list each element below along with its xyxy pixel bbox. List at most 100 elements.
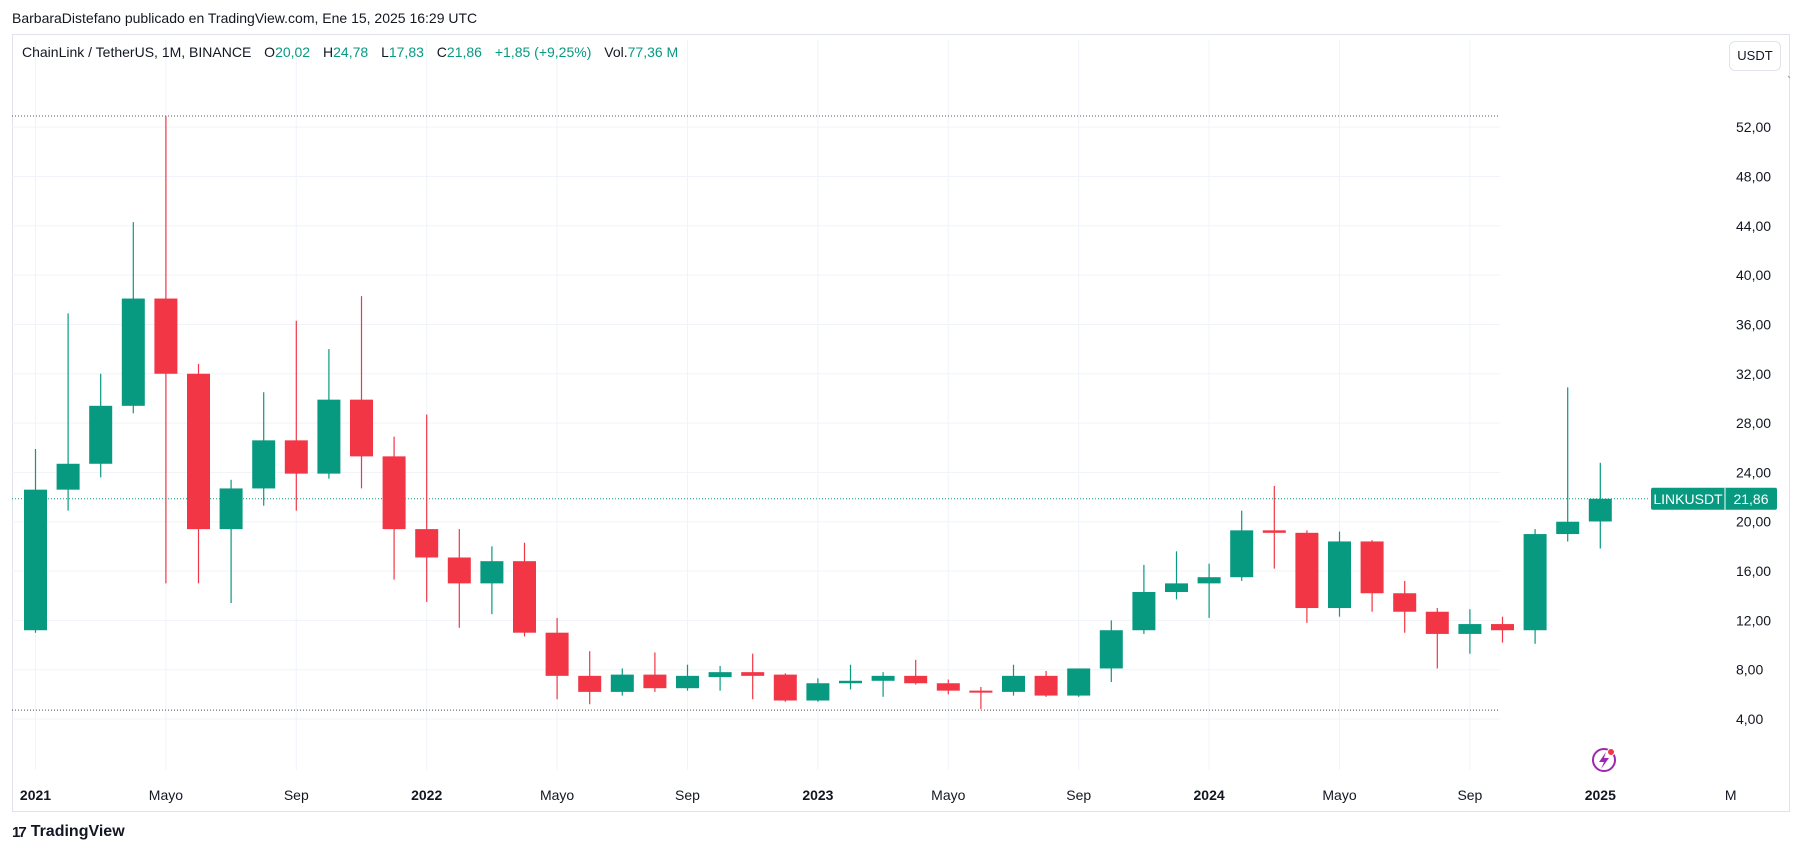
y-tick-label: 40,00 — [1736, 267, 1771, 283]
candle-body — [643, 674, 667, 689]
candle-body — [415, 529, 439, 558]
candle-body — [741, 672, 765, 676]
candle-body — [936, 683, 960, 691]
y-tick-label: 24,00 — [1736, 464, 1771, 480]
candle-body — [969, 690, 993, 693]
candle-body — [1425, 611, 1449, 634]
legend-vol-label: Vol. — [604, 44, 628, 60]
x-tick-label: Sep — [675, 787, 700, 803]
candle-body — [839, 680, 862, 684]
candle-body — [1295, 532, 1319, 609]
x-tick-label: 2024 — [1194, 787, 1225, 803]
candle-body — [89, 405, 113, 464]
brand-name: TradingView — [30, 823, 125, 840]
candle-body — [1491, 624, 1514, 631]
candle-body — [121, 298, 145, 406]
legend-symbol: ChainLink / TetherUS, 1M, BINANCE — [22, 44, 252, 60]
last-price-tag: LINKUSDT 21,86 — [1651, 487, 1777, 510]
y-tick-label: 32,00 — [1736, 366, 1771, 382]
flash-icon[interactable] — [1592, 748, 1616, 772]
candle-body — [871, 675, 895, 681]
price-tag-box — [1651, 487, 1777, 510]
candle-body — [317, 399, 341, 474]
publication-line: BarbaraDistefano publicado en TradingVie… — [12, 10, 478, 26]
y-tick-label: 8,00 — [1736, 662, 1763, 678]
x-tick-label: Sep — [284, 787, 309, 803]
candle-body — [513, 561, 536, 633]
x-tick-label: Sep — [1066, 787, 1091, 803]
candle-body — [1360, 541, 1384, 594]
candle-body — [904, 675, 928, 684]
legend-low: 17,83 — [388, 44, 424, 60]
candle-body — [676, 675, 699, 689]
candles — [24, 116, 1612, 710]
chart-legend: ChainLink / TetherUS, 1M, BINANCE O20,02… — [22, 44, 687, 60]
candle-body — [1165, 583, 1188, 593]
candle-body — [708, 672, 732, 678]
candle-body — [1458, 624, 1482, 634]
y-tick-label: 28,00 — [1736, 415, 1771, 431]
legend-high: 24,78 — [333, 44, 369, 60]
y-tick-label: 12,00 — [1736, 612, 1771, 628]
x-tick-label: Mayo — [931, 787, 965, 803]
legend-volume: 77,36 M — [627, 44, 679, 60]
candle-body — [1588, 498, 1612, 522]
x-tick-label: 2022 — [411, 787, 442, 803]
x-tick-label: Sep — [1457, 787, 1482, 803]
x-tick-label: Mayo — [1322, 787, 1356, 803]
axis-edge-mark — [1787, 75, 1791, 79]
legend-high-label: H — [323, 44, 334, 60]
price-tag-value: 21,86 — [1733, 491, 1768, 507]
candle-body — [187, 373, 210, 530]
candle-body — [56, 463, 80, 490]
x-tick-label: 2021 — [20, 787, 51, 803]
grid — [12, 40, 1500, 770]
candle-body — [1067, 668, 1091, 696]
tradingview-logo-icon: 17 — [12, 823, 27, 841]
candle-body — [1556, 521, 1580, 535]
candle-body — [1523, 534, 1547, 631]
candle-body — [1197, 577, 1221, 584]
candle-body — [578, 675, 602, 692]
x-tick-label: Mayo — [540, 787, 574, 803]
legend-close: 21,86 — [446, 44, 482, 60]
candle-body — [24, 489, 47, 631]
candle-body — [1328, 541, 1351, 609]
tradingview-brand[interactable]: 17 TradingView — [12, 823, 125, 841]
legend-low-label: L — [381, 44, 389, 60]
price-axis: 4,00 8,00 12,00 16,00 20,00 24,00 28,00 32,00 36… — [1736, 75, 1791, 727]
time-axis: 2021 Mayo Sep 2022 Mayo Sep 2023 Mayo Sep 2024 May… — [20, 787, 1737, 803]
y-tick-label: 20,00 — [1736, 514, 1771, 530]
candle-body — [1230, 530, 1254, 578]
candle-body — [610, 674, 634, 692]
candle-body — [219, 488, 243, 530]
candle-body — [545, 632, 569, 676]
candle-body — [1099, 630, 1123, 669]
x-tick-label: Mayo — [149, 787, 183, 803]
candle-body — [382, 456, 406, 530]
candle-body — [284, 440, 308, 474]
price-tag-symbol: LINKUSDT — [1653, 491, 1723, 507]
candle-body — [154, 298, 178, 374]
candle-body — [1002, 675, 1025, 692]
candle-body — [1034, 675, 1058, 696]
candle-body — [773, 674, 797, 701]
candle-body — [1393, 593, 1417, 612]
legend-open-label: O — [264, 44, 276, 60]
y-tick-label: 44,00 — [1736, 218, 1771, 234]
candle-body — [350, 399, 373, 457]
currency-button[interactable]: USDT — [1729, 41, 1781, 71]
candle-body — [447, 557, 471, 584]
y-tick-label: 36,00 — [1736, 316, 1771, 332]
reference-lines — [12, 115, 1650, 711]
legend-close-label: C — [436, 44, 447, 60]
candle-body — [1262, 530, 1286, 533]
y-tick-label: 52,00 — [1736, 119, 1771, 135]
y-tick-label: 16,00 — [1736, 563, 1771, 579]
x-tick-label: 2023 — [802, 787, 833, 803]
candle-body — [806, 683, 830, 701]
y-tick-label: 4,00 — [1736, 711, 1763, 727]
x-tick-label: M — [1725, 787, 1737, 803]
candle-body — [252, 440, 276, 489]
